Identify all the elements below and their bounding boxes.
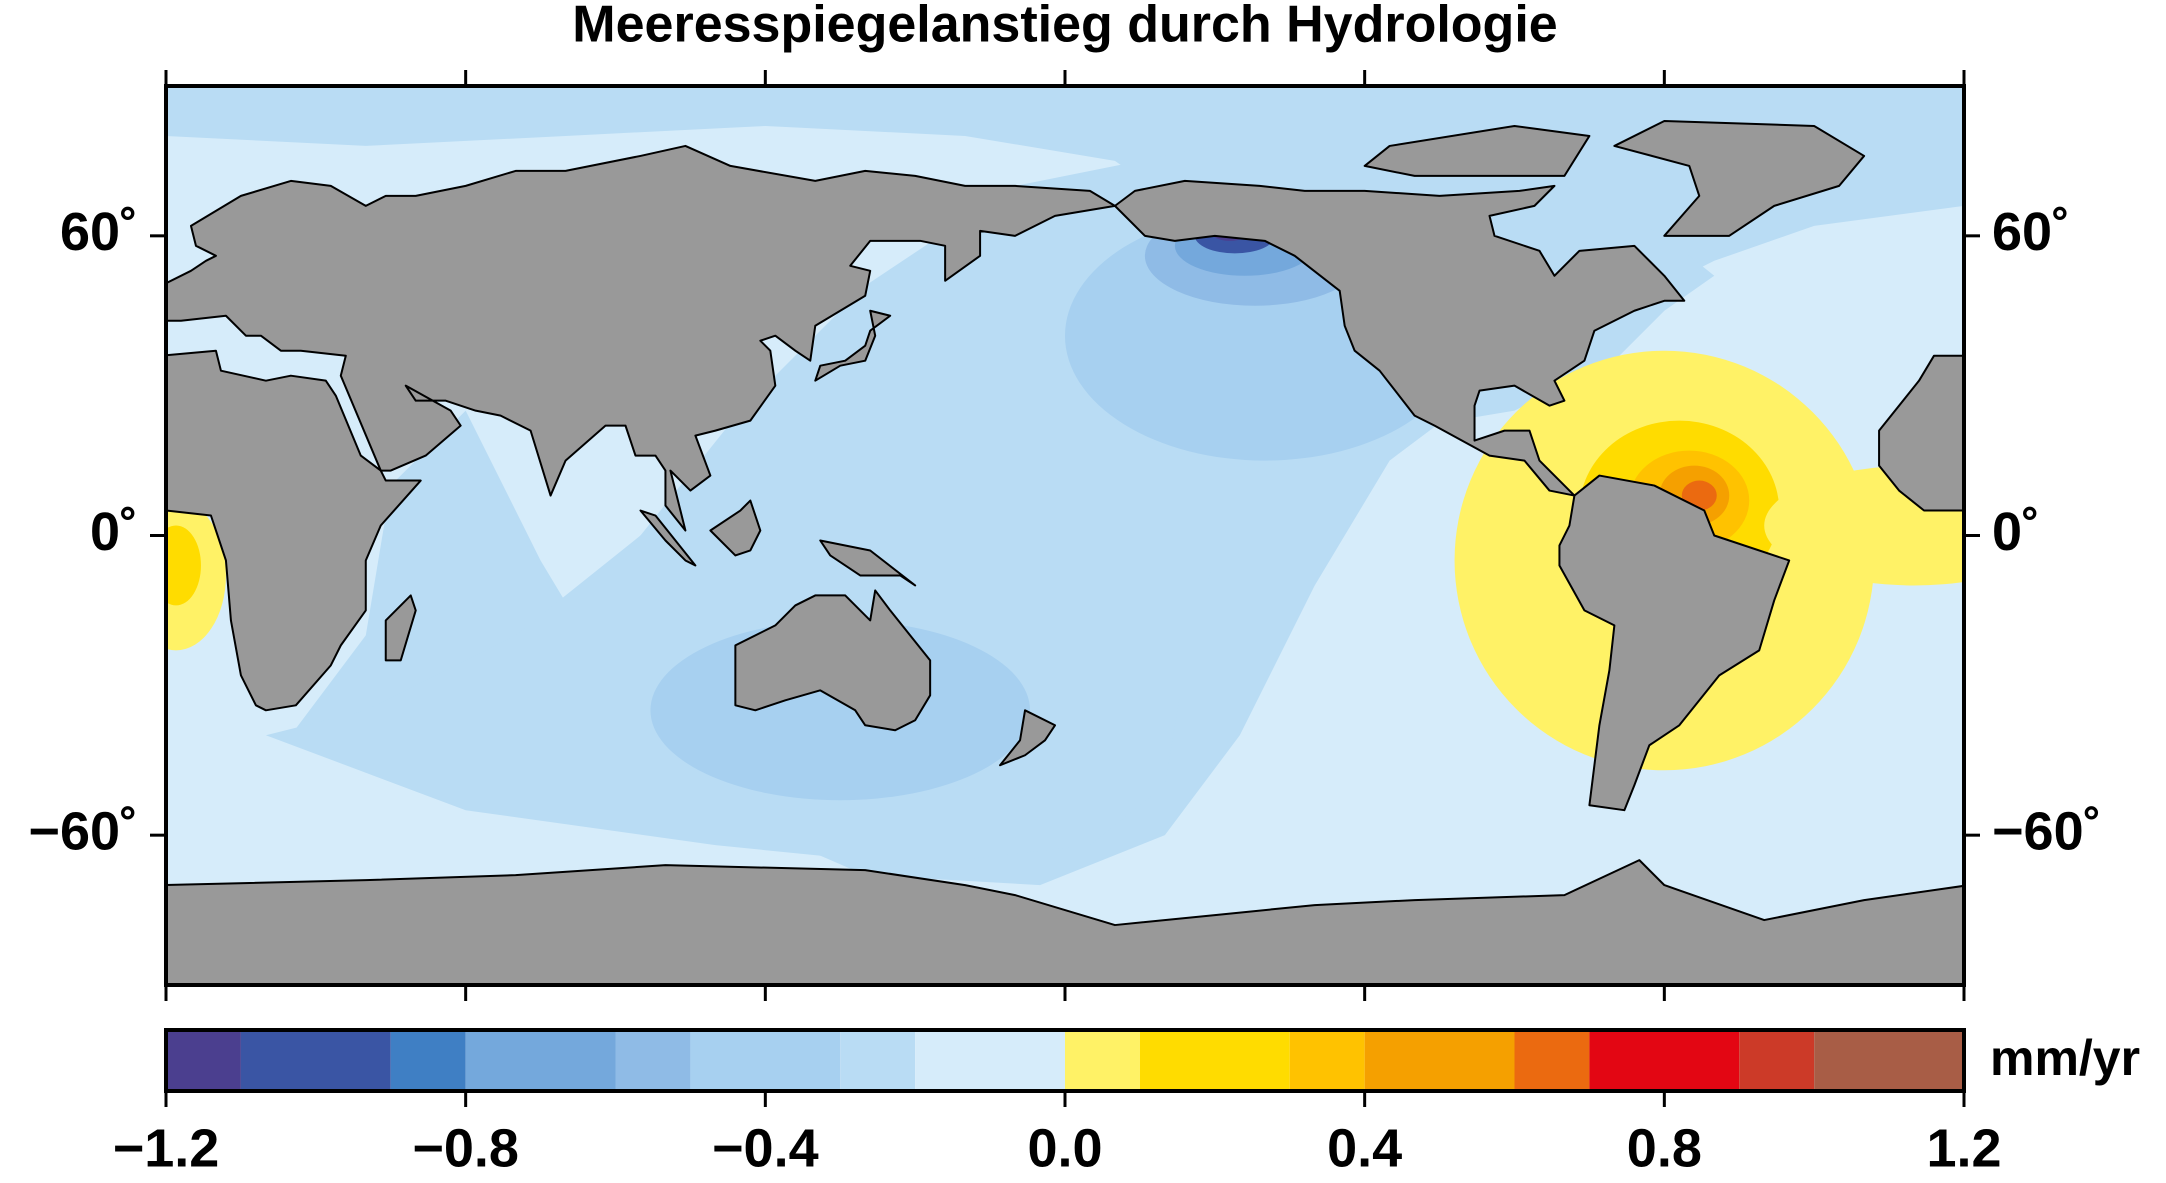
- colorbar-segment: [465, 1030, 616, 1091]
- colorbar-segment: [166, 1030, 241, 1091]
- colorbar-segment: [615, 1030, 691, 1091]
- antarctica: [166, 860, 1964, 985]
- y-tick-label: 60˚: [60, 202, 138, 262]
- colorbar-tick-label: −0.8: [412, 1118, 519, 1178]
- new-guinea: [820, 540, 915, 585]
- y-tick-label: −60˚: [1992, 801, 2102, 861]
- africa: [1879, 356, 1964, 511]
- colorbar-segment: [240, 1030, 391, 1091]
- colorbar-segment: [1589, 1030, 1740, 1091]
- colorbar-segment: [690, 1030, 841, 1091]
- colorbar-segment: [1065, 1030, 1140, 1091]
- land: [166, 121, 1964, 985]
- title: Meeresspiegelanstieg durch Hydrologie: [572, 0, 1557, 54]
- colorbar-tick-label: 0.0: [1027, 1118, 1102, 1178]
- y-tick-label: 60˚: [1992, 202, 2070, 262]
- colorbar-segment: [1739, 1030, 1815, 1091]
- eurasia: [166, 146, 1115, 531]
- colorbar-tick-label: −1.2: [113, 1118, 220, 1178]
- colorbar-tick-label: 1.2: [1926, 1118, 2001, 1178]
- y-tick-label: −60˚: [28, 801, 138, 861]
- ocean-field: [166, 525, 201, 606]
- colorbar-segment: [1814, 1030, 1964, 1091]
- colorbar-unit: mm/yr: [1990, 1030, 2140, 1086]
- colorbar: [166, 1030, 1964, 1091]
- colorbar-segment: [1514, 1030, 1590, 1091]
- north-america: [1115, 181, 1684, 496]
- greenland: [1614, 121, 1864, 236]
- africa: [166, 351, 421, 711]
- australia: [735, 590, 930, 730]
- colorbar-segment: [1364, 1030, 1515, 1091]
- colorbar-segment: [915, 1030, 1065, 1091]
- map-area: [166, 86, 1964, 985]
- colorbar-tick-label: 0.8: [1627, 1118, 1702, 1178]
- arctic-islands: [1365, 126, 1590, 176]
- y-tick-label: 0˚: [1992, 502, 2040, 562]
- y-tick-label: 0˚: [90, 502, 138, 562]
- colorbar-segment: [390, 1030, 466, 1091]
- colorbar-tick-label: 0.4: [1327, 1118, 1402, 1178]
- colorbar-tick-label: −0.4: [712, 1118, 819, 1178]
- borneo: [710, 501, 760, 556]
- colorbar-segment: [1289, 1030, 1365, 1091]
- madagascar: [386, 595, 416, 660]
- colorbar-segment: [840, 1030, 916, 1091]
- sumatra: [640, 511, 695, 566]
- map-content: [166, 86, 1964, 985]
- south-america: [1559, 476, 1789, 811]
- new-zealand: [1000, 710, 1055, 765]
- colorbar-segment: [1139, 1030, 1290, 1091]
- japan: [815, 311, 890, 381]
